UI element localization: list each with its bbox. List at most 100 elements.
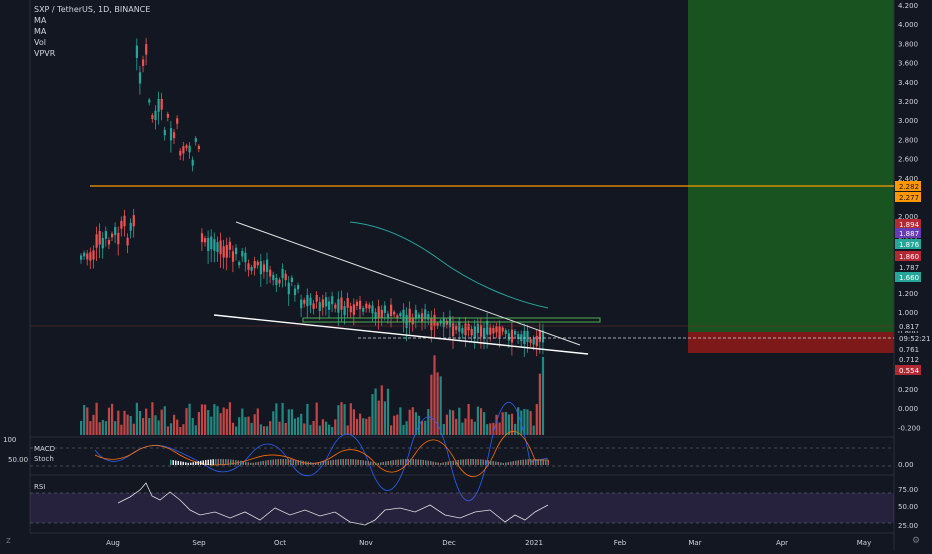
- candle-body: [107, 239, 111, 245]
- volume-bar: [253, 414, 256, 435]
- volume-bar: [359, 413, 362, 435]
- macd-histogram-bar: [547, 459, 549, 465]
- volume-bar: [306, 403, 309, 435]
- volume-bar: [111, 403, 114, 435]
- volume-bar: [312, 420, 315, 435]
- volume-bar: [492, 422, 495, 435]
- volume-bar: [145, 408, 148, 435]
- volume-bar: [86, 407, 89, 435]
- chart-legend: SXP / TetherUS, 1D, BINANCE MA MA Vol VP…: [34, 4, 150, 59]
- volume-bar: [538, 373, 541, 435]
- macd-histogram-bar: [380, 462, 382, 465]
- price-tag-label: 2.282: [899, 183, 919, 191]
- macd-histogram-bar: [497, 461, 499, 465]
- macd-histogram-bar: [227, 459, 229, 465]
- volume-bar: [300, 413, 303, 435]
- price-tag: [895, 333, 929, 343]
- rsi-axis-label: 25.00: [898, 522, 918, 530]
- settings-gear-icon[interactable]: ⚙: [912, 536, 921, 546]
- rsi-label[interactable]: RSI: [34, 483, 46, 491]
- zoom-toggle-icon[interactable]: Z: [6, 537, 11, 545]
- indicator-ma-2[interactable]: MA: [34, 27, 47, 36]
- volume-bar: [514, 423, 517, 435]
- rsi-axis-label: 50.00: [898, 503, 918, 511]
- macd-histogram-bar: [360, 459, 362, 465]
- price-tag: [895, 219, 921, 229]
- macd-histogram-bar: [387, 460, 389, 465]
- candle-body: [458, 322, 461, 332]
- macd-histogram-bar: [477, 459, 479, 465]
- volume-bar: [510, 413, 514, 435]
- candle-body: [479, 324, 483, 337]
- candle-body: [117, 232, 120, 245]
- volume-bar: [197, 411, 200, 435]
- volume-bar: [532, 425, 535, 435]
- indicator-vol[interactable]: Vol: [34, 38, 46, 47]
- volume-bar: [169, 423, 173, 435]
- indicator-vpvr[interactable]: VPVR: [34, 49, 56, 58]
- indicator-ma-1[interactable]: MA: [34, 16, 47, 25]
- candle-body: [436, 322, 439, 326]
- candle-body: [334, 304, 337, 309]
- macd-histogram-bar: [450, 461, 452, 465]
- volume-bar: [414, 412, 417, 435]
- price-axis-label: 0.200: [898, 386, 918, 394]
- candle-body: [114, 227, 117, 236]
- price-tag-label: 0.817: [899, 323, 919, 331]
- candle-body: [343, 306, 346, 316]
- candle-body: [492, 327, 495, 334]
- volume-bar: [343, 404, 346, 435]
- candle-body: [200, 233, 204, 243]
- volume-bar: [238, 417, 241, 435]
- candle-body: [169, 128, 173, 141]
- volume-bar: [476, 406, 479, 435]
- candle-body: [247, 263, 250, 270]
- candles-group: [80, 38, 545, 435]
- candle-body: [309, 297, 312, 306]
- macd-histogram-bar: [407, 459, 409, 465]
- macd-histogram-bar: [280, 459, 282, 465]
- volume-bar: [408, 409, 411, 435]
- candle-body: [495, 326, 498, 333]
- macd-histogram-bar: [295, 459, 297, 465]
- price-tag-label: 1.876: [899, 241, 920, 249]
- price-tag-label: 1.660: [899, 274, 919, 282]
- candle-body: [399, 313, 402, 317]
- volume-bar: [287, 409, 290, 435]
- candle-body: [538, 330, 541, 342]
- symbol-title[interactable]: SXP / TetherUS, 1D, BINANCE: [34, 5, 151, 14]
- volume-bar: [436, 372, 439, 435]
- macd-histogram-bar: [365, 460, 367, 465]
- candle-body: [256, 261, 259, 266]
- candle-body: [430, 317, 433, 331]
- macd-histogram-bar: [177, 460, 179, 465]
- support-zone-box: [302, 317, 601, 323]
- volume-bar: [182, 424, 185, 435]
- stoch-label[interactable]: Stoch: [34, 455, 54, 463]
- volume-bar: [101, 419, 104, 435]
- price-tag-label: 1.894: [899, 221, 920, 229]
- price-tag: [895, 181, 921, 191]
- macd-histogram-bar: [277, 459, 279, 465]
- macd-histogram-bar: [350, 459, 352, 465]
- candle-body: [235, 247, 238, 255]
- candle-body: [315, 294, 318, 302]
- candle-body: [483, 328, 486, 339]
- volume-bar: [362, 418, 365, 435]
- volume-bar: [83, 405, 86, 435]
- candle-body: [83, 252, 86, 257]
- macd-histogram-bar: [345, 459, 347, 465]
- macd-label[interactable]: MACD: [34, 445, 55, 453]
- macd-histogram-bar: [495, 461, 497, 465]
- macd-histogram-bar: [285, 459, 287, 465]
- macd-histogram-bar: [290, 459, 292, 465]
- time-axis-label: Sep: [192, 539, 206, 547]
- macd-histogram-bar: [367, 461, 369, 465]
- macd-histogram-bar: [337, 459, 339, 465]
- price-tag-label: 1.860: [899, 253, 919, 261]
- volume-bar: [269, 421, 272, 435]
- candle-body: [210, 236, 213, 250]
- volume-bar: [390, 425, 393, 435]
- volume-bar: [290, 409, 293, 435]
